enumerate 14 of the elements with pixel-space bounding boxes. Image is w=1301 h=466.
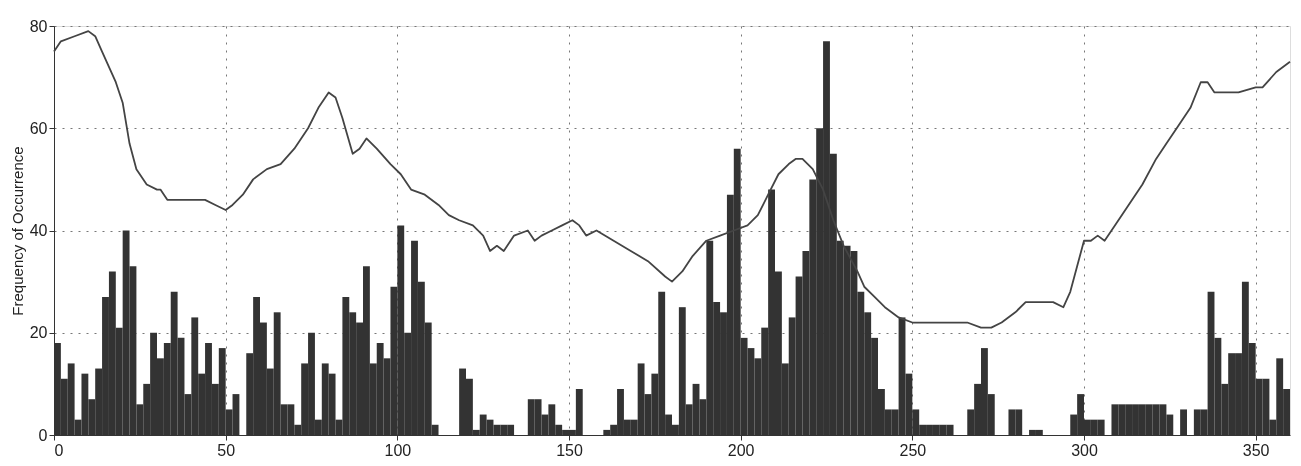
x-tick-label: 0 (54, 441, 64, 459)
y-tick-label: 20 (29, 324, 48, 342)
x-tick-label: 350 (1242, 441, 1270, 459)
y-tick-label: 0 (38, 426, 48, 444)
y-tick-label: 60 (29, 119, 48, 137)
x-tick-label: 200 (727, 441, 755, 459)
y-tick-label: 80 (29, 17, 48, 35)
x-tick-label: 100 (384, 441, 412, 459)
y-axis-title: Frequency of Occurrence (8, 146, 26, 316)
x-tick-label: 50 (217, 441, 236, 459)
x-tick-label: 300 (1071, 441, 1098, 459)
x-tick-label: 150 (556, 441, 583, 459)
x-tick-label: 250 (899, 441, 927, 459)
y-tick-label: 40 (29, 222, 48, 239)
